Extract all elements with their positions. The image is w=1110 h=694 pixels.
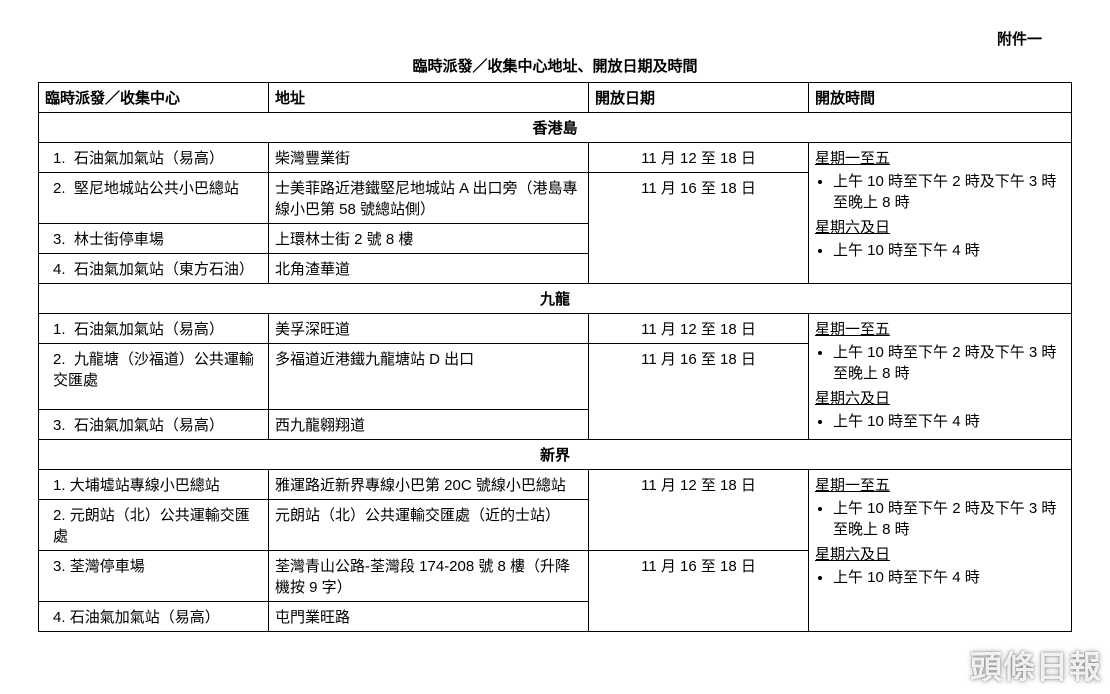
table-row: 1. 石油氣加氣站（易高） 美孚深旺道 11 月 12 至 18 日 星期一至五… [39,314,1072,344]
weekday-hours: 上午 10 時至下午 2 時及下午 3 時至晚上 8 時 [833,341,1065,383]
document-page: 附件一 臨時派發／收集中心地址、開放日期及時間 臨時派發／收集中心 地址 開放日… [0,0,1110,632]
annex-label: 附件一 [38,28,1072,49]
address-cell: 元朗站（北）公共運輸交匯處（近的士站） [269,500,589,551]
hours-cell: 星期一至五 上午 10 時至下午 2 時及下午 3 時至晚上 8 時 星期六及日… [809,314,1072,440]
section-header-nt: 新界 [39,440,1072,470]
weekday-label: 星期一至五 [815,477,890,494]
hours-cell: 星期一至五 上午 10 時至下午 2 時及下午 3 時至晚上 8 時 星期六及日… [809,470,1072,632]
centre-cell: 2. 九龍塘（沙福道）公共運輸交匯處 [39,344,269,410]
weekend-label: 星期六及日 [815,219,890,236]
hours-cell: 星期一至五 上午 10 時至下午 2 時及下午 3 時至晚上 8 時 星期六及日… [809,143,1072,284]
section-header-label: 香港島 [39,113,1072,143]
section-header-label: 九龍 [39,284,1072,314]
col-address: 地址 [269,83,589,113]
address-cell: 上環林士街 2 號 8 樓 [269,224,589,254]
centre-cell: 2. 元朗站（北）公共運輸交匯處 [39,500,269,551]
section-header-label: 新界 [39,440,1072,470]
weekend-hours: 上午 10 時至下午 4 時 [833,239,1065,260]
page-title: 臨時派發／收集中心地址、開放日期及時間 [38,55,1072,76]
centres-table: 臨時派發／收集中心 地址 開放日期 開放時間 香港島 1. 石油氣加氣站（易高）… [38,82,1072,632]
table-row: 1. 大埔墟站專線小巴總站 雅運路近新界專線小巴第 20C 號線小巴總站 11 … [39,470,1072,500]
address-cell: 士美菲路近港鐵堅尼地城站 A 出口旁（港島專線小巴第 58 號總站側） [269,173,589,224]
weekend-label: 星期六及日 [815,546,890,563]
address-cell: 北角渣華道 [269,254,589,284]
table-header-row: 臨時派發／收集中心 地址 開放日期 開放時間 [39,83,1072,113]
dates-cell: 11 月 12 至 18 日 [589,314,809,344]
address-cell: 屯門業旺路 [269,602,589,632]
address-cell: 西九龍翱翔道 [269,410,589,440]
centre-cell: 3. 林士街停車場 [39,224,269,254]
weekday-hours: 上午 10 時至下午 2 時及下午 3 時至晚上 8 時 [833,497,1065,539]
col-dates: 開放日期 [589,83,809,113]
weekend-label: 星期六及日 [815,390,890,407]
weekday-label: 星期一至五 [815,150,890,167]
col-hours: 開放時間 [809,83,1072,113]
weekday-hours: 上午 10 時至下午 2 時及下午 3 時至晚上 8 時 [833,170,1065,212]
centre-cell: 1. 石油氣加氣站（易高） [39,314,269,344]
dates-cell: 11 月 16 至 18 日 [589,173,809,284]
weekend-hours: 上午 10 時至下午 4 時 [833,566,1065,587]
address-cell: 雅運路近新界專線小巴第 20C 號線小巴總站 [269,470,589,500]
section-header-hk: 香港島 [39,113,1072,143]
weekend-hours: 上午 10 時至下午 4 時 [833,410,1065,431]
centre-cell: 4. 石油氣加氣站（東方石油） [39,254,269,284]
dates-cell: 11 月 16 至 18 日 [589,551,809,632]
source-watermark: 頭條日報 [970,642,1102,688]
dates-cell: 11 月 16 至 18 日 [589,344,809,440]
centre-cell: 2. 堅尼地城站公共小巴總站 [39,173,269,224]
centre-cell: 4. 石油氣加氣站（易高） [39,602,269,632]
weekday-label: 星期一至五 [815,321,890,338]
centre-cell: 3. 荃灣停車場 [39,551,269,602]
col-centre: 臨時派發／收集中心 [39,83,269,113]
centre-cell: 1. 大埔墟站專線小巴總站 [39,470,269,500]
dates-cell: 11 月 12 至 18 日 [589,470,809,551]
address-cell: 多福道近港鐵九龍塘站 D 出口 [269,344,589,410]
section-header-kln: 九龍 [39,284,1072,314]
centre-cell: 3. 石油氣加氣站（易高） [39,410,269,440]
address-cell: 荃灣青山公路-荃灣段 174-208 號 8 樓（升降機按 9 字） [269,551,589,602]
table-row: 1. 石油氣加氣站（易高） 柴灣豐業街 11 月 12 至 18 日 星期一至五… [39,143,1072,173]
address-cell: 美孚深旺道 [269,314,589,344]
centre-cell: 1. 石油氣加氣站（易高） [39,143,269,173]
dates-cell: 11 月 12 至 18 日 [589,143,809,173]
address-cell: 柴灣豐業街 [269,143,589,173]
